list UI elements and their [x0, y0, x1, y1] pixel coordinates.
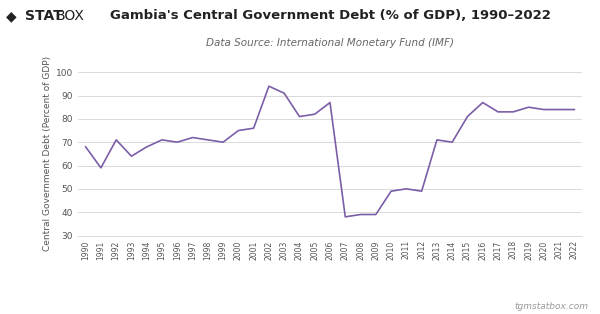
Text: STAT: STAT — [25, 9, 63, 24]
Text: Data Source: International Monetary Fund (IMF): Data Source: International Monetary Fund… — [206, 38, 454, 48]
Y-axis label: Central Government Debt (Percent of GDP): Central Government Debt (Percent of GDP) — [43, 56, 52, 252]
Text: BOX: BOX — [55, 9, 84, 24]
Text: Gambia's Central Government Debt (% of GDP), 1990–2022: Gambia's Central Government Debt (% of G… — [110, 9, 550, 22]
Text: ◆: ◆ — [6, 9, 17, 24]
Text: tgmstatbox.com: tgmstatbox.com — [514, 302, 588, 311]
